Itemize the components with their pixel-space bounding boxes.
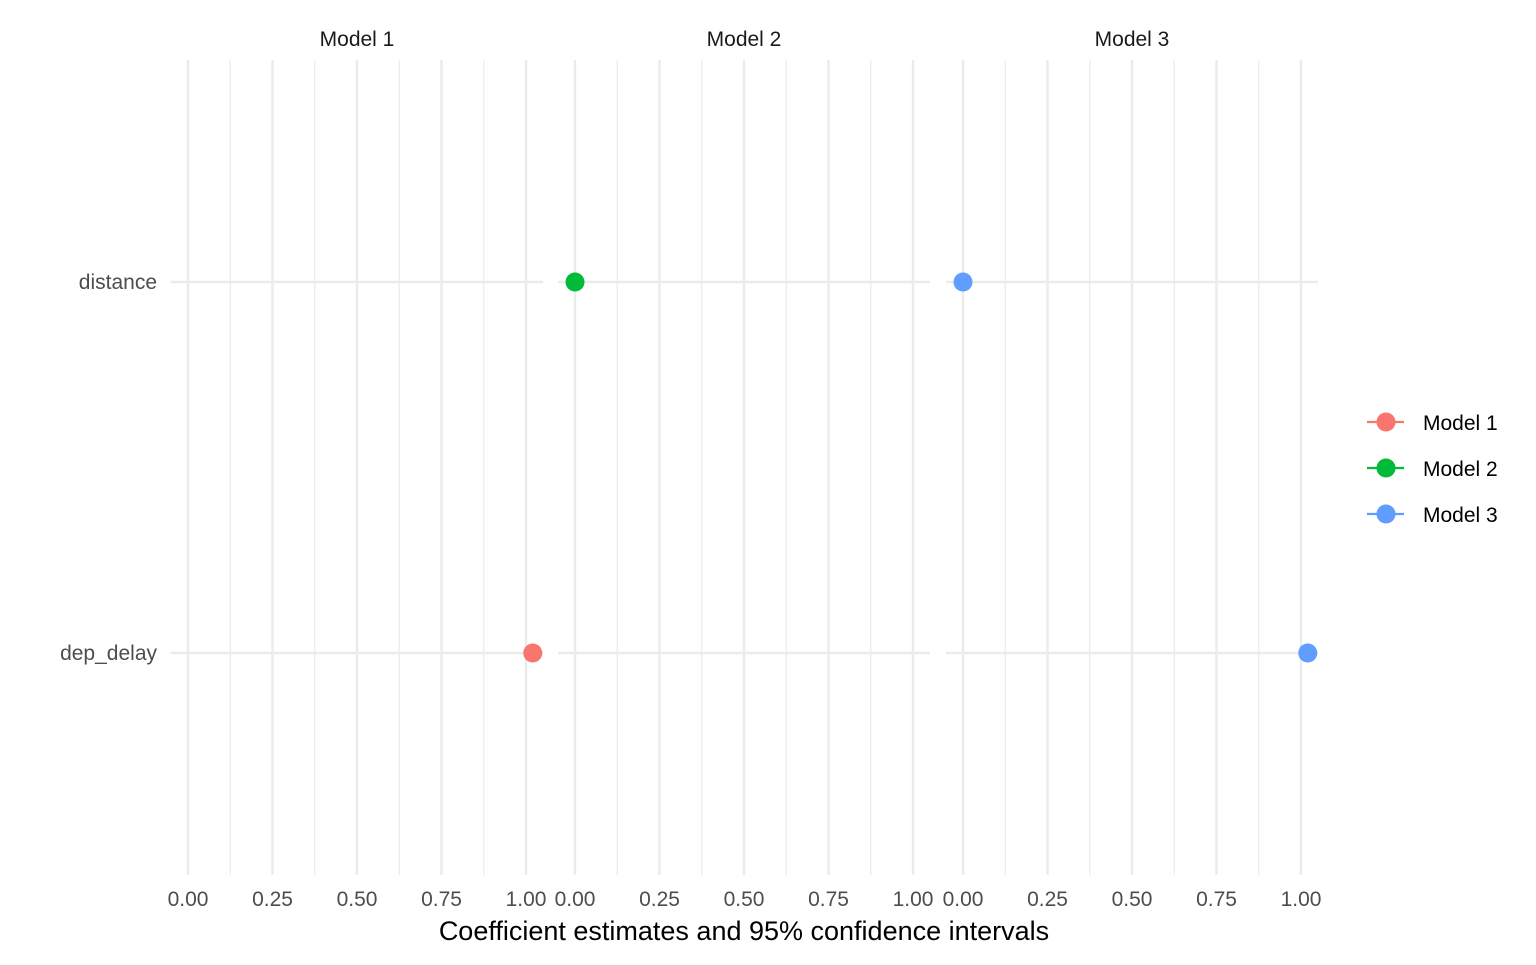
x-tick-label: 0.50 bbox=[337, 888, 378, 911]
legend-label: Model 1 bbox=[1423, 412, 1498, 435]
panels: Model 1 0.00 0.25 0.50 0.75 1.00 Model 2 0.00 0.… bbox=[168, 28, 1322, 911]
x-tick-label: 0.50 bbox=[1112, 888, 1153, 911]
x-tick-label: 0.75 bbox=[421, 888, 462, 911]
facet-strip-label: Model 1 bbox=[320, 28, 395, 51]
estimate-point bbox=[565, 272, 585, 292]
x-tick-label: 0.00 bbox=[555, 888, 596, 911]
facet-strip-label: Model 3 bbox=[1095, 28, 1170, 51]
legend-label: Model 3 bbox=[1423, 504, 1498, 527]
legend-item: Model 3 bbox=[1367, 504, 1498, 527]
legend-key-point bbox=[1376, 458, 1396, 478]
y-axis: distance dep_delay bbox=[60, 271, 157, 665]
x-tick-label: 0.00 bbox=[168, 888, 209, 911]
legend-key-point bbox=[1376, 504, 1396, 524]
x-tick-label: 0.75 bbox=[1196, 888, 1237, 911]
x-tick-label: 0.25 bbox=[639, 888, 680, 911]
legend-key-point bbox=[1376, 412, 1396, 432]
x-tick-label: 1.00 bbox=[506, 888, 547, 911]
facet-panel: Model 3 0.00 0.25 0.50 0.75 1.00 bbox=[943, 28, 1322, 911]
y-tick-label: distance bbox=[79, 271, 157, 294]
legend: Model 1 Model 2 Model 3 bbox=[1367, 412, 1498, 527]
x-tick-label: 0.25 bbox=[252, 888, 293, 911]
x-tick-label: 0.75 bbox=[808, 888, 849, 911]
estimate-point bbox=[953, 272, 973, 292]
estimate-point bbox=[1298, 643, 1318, 663]
x-tick-label: 0.25 bbox=[1027, 888, 1068, 911]
estimate-point bbox=[523, 643, 543, 663]
legend-item: Model 1 bbox=[1367, 412, 1498, 435]
facet-strip-label: Model 2 bbox=[707, 28, 782, 51]
x-tick-label: 1.00 bbox=[1281, 888, 1322, 911]
x-tick-label: 0.50 bbox=[724, 888, 765, 911]
y-tick-label: dep_delay bbox=[60, 642, 157, 665]
facet-panel: Model 1 0.00 0.25 0.50 0.75 1.00 bbox=[168, 28, 547, 911]
x-tick-label: 1.00 bbox=[893, 888, 934, 911]
x-axis-title: Coefficient estimates and 95% confidence… bbox=[439, 916, 1049, 946]
x-tick-label: 0.00 bbox=[943, 888, 984, 911]
facet-panel: Model 2 0.00 0.25 0.50 0.75 1.00 bbox=[555, 28, 934, 911]
legend-label: Model 2 bbox=[1423, 458, 1498, 481]
legend-item: Model 2 bbox=[1367, 458, 1498, 481]
